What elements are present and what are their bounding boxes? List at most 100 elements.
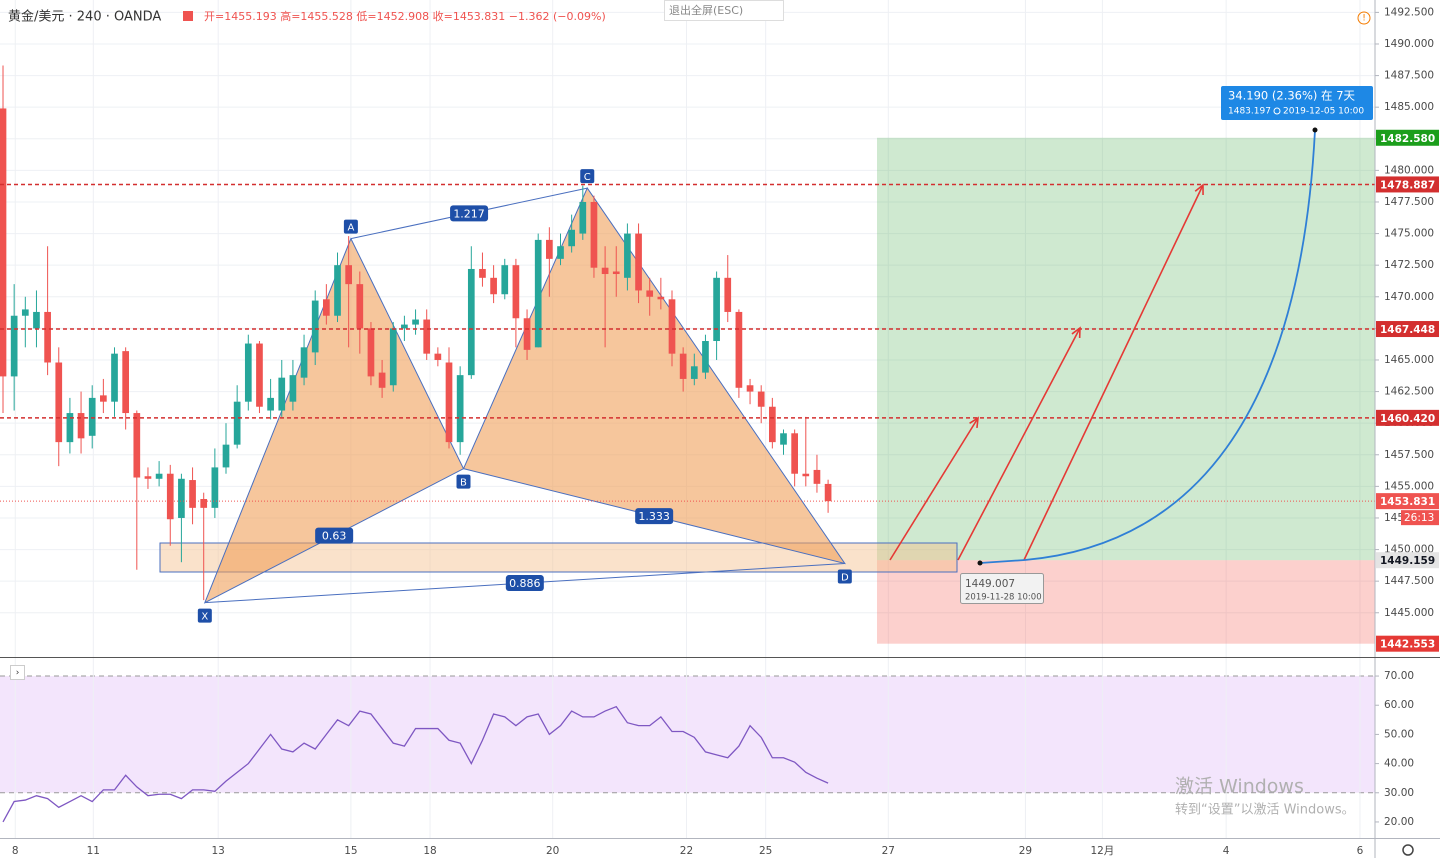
candle-body — [367, 328, 375, 377]
y-tick-label: 1445.000 — [1384, 607, 1434, 619]
candle-body — [334, 265, 341, 316]
level-tag — [1376, 409, 1439, 426]
x-tick-label: 18 — [423, 845, 436, 857]
stop-tag-label: 1442.553 — [1380, 639, 1435, 651]
candle-body — [356, 284, 364, 329]
x-tick-label: 20 — [546, 845, 559, 857]
stop-tag — [1376, 635, 1439, 652]
start-box — [960, 573, 1044, 604]
level-tag-label: 1460.420 — [1380, 413, 1435, 425]
y-tick-label: 1462.500 — [1384, 386, 1434, 398]
candle-body — [389, 328, 397, 386]
candle-body — [77, 413, 85, 439]
candle-body — [746, 385, 754, 392]
candle-body — [100, 395, 107, 402]
arrow — [957, 327, 1081, 561]
level-tag-label: 1478.887 — [1380, 179, 1435, 191]
arrow — [1023, 184, 1204, 561]
y-tick-label: 1465.000 — [1384, 354, 1434, 366]
candle-body — [568, 229, 575, 247]
ratio-box — [635, 508, 674, 525]
x-tick-label: 12月 — [1090, 845, 1114, 857]
candle-body — [546, 239, 553, 259]
ratio-label: 0.886 — [509, 577, 541, 590]
point-label: X — [201, 612, 208, 623]
candle-body — [713, 277, 720, 342]
candle-body — [624, 233, 631, 278]
candle-body — [467, 268, 475, 376]
candle-body — [144, 476, 152, 479]
y-tick-label: 60.00 — [1384, 699, 1414, 711]
projection-box — [1221, 86, 1373, 120]
last-price-tag — [1376, 493, 1439, 510]
projection-text: 34.190 (2.36%) 在 7天 — [1228, 89, 1356, 103]
candle-body — [289, 375, 297, 402]
candle-body — [735, 311, 743, 388]
candle-body — [445, 362, 453, 443]
arrow-head — [1071, 326, 1081, 339]
point-box — [197, 608, 212, 623]
candle-body — [490, 277, 497, 295]
point-label: B — [460, 478, 467, 489]
ratio-box — [505, 575, 544, 592]
y-tick-label: 1447.500 — [1384, 575, 1434, 587]
candle-body — [55, 362, 63, 443]
exit-fullscreen[interactable]: 退出全屏(ESC) — [669, 3, 743, 17]
y-tick-label: 1485.000 — [1384, 101, 1434, 113]
start-date: 2019-11-28 10:00 — [965, 593, 1042, 603]
candle-body — [501, 265, 509, 295]
candle-body — [423, 319, 431, 354]
y-tick-label: 1455.000 — [1384, 480, 1434, 492]
candle-body — [122, 351, 130, 414]
candle-body — [802, 473, 810, 477]
level-tag — [1376, 176, 1439, 193]
y-tick-label: 40.00 — [1384, 758, 1414, 770]
level-tag-label: 1467.448 — [1380, 324, 1435, 336]
ratio-label: 1.333 — [638, 510, 670, 523]
candle-body — [300, 347, 308, 378]
candle-body — [323, 299, 330, 316]
candle-body — [278, 377, 286, 411]
candle-body — [21, 309, 29, 316]
candle-body — [724, 277, 732, 312]
level-tag — [1376, 321, 1439, 338]
candle-body — [378, 372, 386, 388]
point-box — [343, 219, 358, 234]
x-tick-label: 4 — [1223, 845, 1230, 857]
ratio-label: 0.63 — [322, 530, 347, 543]
exit-fullscreen-button[interactable] — [664, 0, 784, 21]
rsi-line — [2, 705, 829, 823]
candle-body — [166, 473, 174, 520]
candle-body — [534, 239, 542, 348]
settings-icon[interactable] — [1402, 844, 1414, 856]
candle-body — [657, 296, 665, 300]
watermark-subtitle: 转到“设置”以激活 Windows。 — [1175, 803, 1355, 818]
candle-body — [679, 353, 687, 379]
clock-icon — [1273, 107, 1281, 115]
ratio-box — [315, 527, 354, 544]
point-label: A — [347, 223, 354, 234]
collapse-button[interactable] — [10, 665, 25, 680]
y-tick-label: 70.00 — [1384, 670, 1414, 682]
symbol: 黄金/美元 · 240 · OANDA — [8, 9, 161, 25]
candle-body — [635, 233, 642, 291]
candle-body — [523, 318, 531, 350]
alert-icon-mark: ! — [1362, 14, 1366, 24]
point-label: D — [841, 572, 849, 583]
entry-tag — [1376, 552, 1439, 569]
alert-icon[interactable] — [1357, 11, 1371, 25]
point-box — [837, 569, 852, 584]
x-tick-label: 8 — [12, 845, 19, 857]
candle-body — [66, 413, 74, 443]
profit-zone — [877, 137, 1375, 561]
y-tick-label: 1472.500 — [1384, 259, 1434, 271]
entry-tag-label: 1449.159 — [1380, 555, 1435, 567]
countdown: 26:13 — [1404, 512, 1434, 524]
candle-body — [244, 343, 252, 402]
candle-body — [646, 290, 654, 297]
candle-body — [267, 397, 274, 411]
candle-body — [233, 401, 241, 445]
x-tick-label: 27 — [882, 845, 895, 857]
projection-end — [1312, 127, 1318, 133]
countdown-box — [1401, 510, 1439, 526]
